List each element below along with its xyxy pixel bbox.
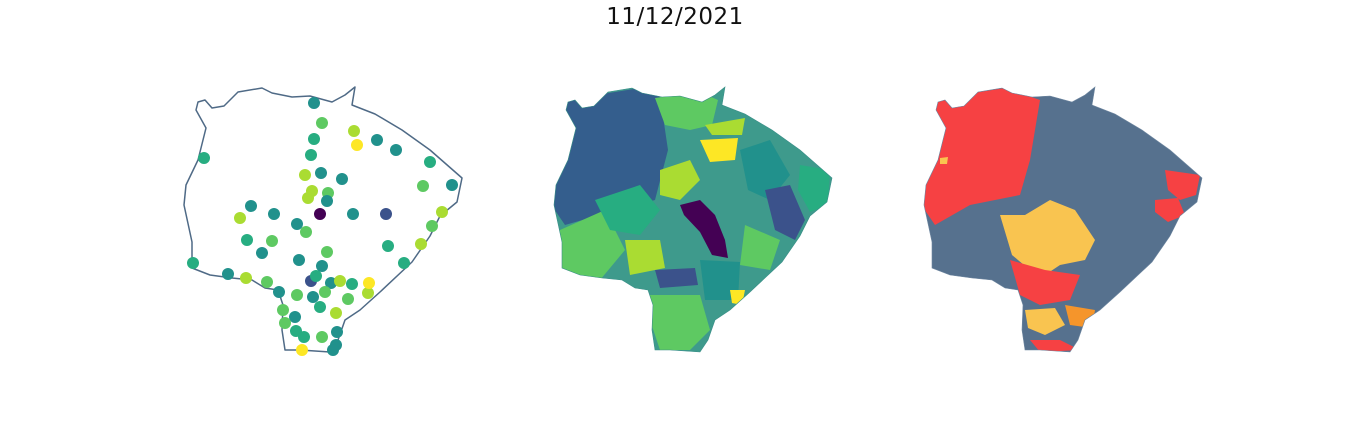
station-markers <box>187 97 458 356</box>
region-east-dark <box>765 185 805 240</box>
station-marker <box>316 117 328 129</box>
station-marker <box>314 208 326 220</box>
station-marker <box>256 247 268 259</box>
station-marker <box>424 156 436 168</box>
station-marker <box>415 238 427 250</box>
risk-red-east-a <box>1165 170 1200 200</box>
risk-red-south-b <box>1030 340 1080 352</box>
station-marker <box>289 311 301 323</box>
region-south-a <box>650 295 710 350</box>
station-marker <box>241 234 253 246</box>
risk-yellow-south <box>1025 308 1065 335</box>
station-marker <box>346 278 358 290</box>
station-marker <box>273 286 285 298</box>
station-marker <box>291 218 303 230</box>
station-marker <box>316 331 328 343</box>
region-east-a <box>740 140 790 200</box>
station-marker <box>342 293 354 305</box>
station-marker <box>390 144 402 156</box>
risk-red-northwest <box>924 88 1040 225</box>
station-marker <box>321 246 333 258</box>
station-marker <box>348 125 360 137</box>
station-marker <box>222 268 234 280</box>
region-west-b <box>595 185 660 235</box>
risk-red-east-b <box>1155 198 1185 222</box>
station-marker <box>330 307 342 319</box>
region-east-b <box>798 165 830 212</box>
state-outline <box>553 86 833 353</box>
station-marker <box>291 289 303 301</box>
station-marker <box>310 270 322 282</box>
station-marker <box>321 195 333 207</box>
station-marker <box>315 167 327 179</box>
station-marker <box>299 169 311 181</box>
risk-yellow-west-dot <box>940 157 948 164</box>
region-center-dark <box>680 200 728 258</box>
station-marker <box>234 212 246 224</box>
risk-regions <box>924 87 1202 352</box>
station-marker <box>363 277 375 289</box>
station-marker <box>305 149 317 161</box>
station-marker <box>266 235 278 247</box>
station-marker <box>398 257 410 269</box>
station-marker <box>347 208 359 220</box>
station-marker <box>351 139 363 151</box>
station-marker <box>296 344 308 356</box>
station-marker <box>261 276 273 288</box>
station-marker <box>319 286 331 298</box>
station-marker <box>240 272 252 284</box>
station-marker <box>426 220 438 232</box>
state-outline <box>923 86 1203 353</box>
station-marker <box>198 152 210 164</box>
station-marker <box>417 180 429 192</box>
station-marker <box>302 192 314 204</box>
station-marker <box>300 226 312 238</box>
station-marker <box>371 134 383 146</box>
station-marker <box>308 133 320 145</box>
region-center-a <box>660 160 700 200</box>
risk-yellow-center <box>1000 200 1095 275</box>
region-north-b <box>705 118 745 135</box>
station-marker <box>245 200 257 212</box>
station-marker <box>380 208 392 220</box>
station-marker <box>436 206 448 218</box>
station-marker <box>362 287 374 299</box>
station-marker <box>268 208 280 220</box>
station-marker <box>314 301 326 313</box>
region-southwest-a <box>555 210 625 285</box>
station-marker <box>277 304 289 316</box>
station-marker <box>293 254 305 266</box>
station-marker <box>382 240 394 252</box>
station-marker <box>316 260 328 272</box>
region-east-c <box>740 225 780 270</box>
region-south-dark <box>655 268 698 288</box>
figure-title: 11/12/2021 <box>606 4 744 30</box>
station-marker <box>308 97 320 109</box>
station-marker <box>334 275 346 287</box>
station-marker <box>327 344 339 356</box>
station-marker <box>187 257 199 269</box>
risk-red-south-a <box>1010 260 1080 305</box>
station-marker <box>331 326 343 338</box>
region-center-b <box>625 240 665 275</box>
station-marker <box>307 291 319 303</box>
station-marker <box>336 173 348 185</box>
station-marker <box>446 179 458 191</box>
station-marker <box>325 277 337 289</box>
region-north-yellow <box>700 138 738 162</box>
station-marker <box>279 317 291 329</box>
station-marker <box>298 331 310 343</box>
